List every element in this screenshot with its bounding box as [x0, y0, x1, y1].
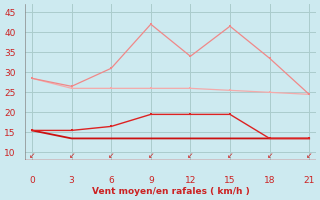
Text: ↙: ↙ — [108, 151, 114, 160]
Text: ↙: ↙ — [68, 151, 75, 160]
X-axis label: Vent moyen/en rafales ( km/h ): Vent moyen/en rafales ( km/h ) — [92, 187, 250, 196]
Text: ↙: ↙ — [29, 151, 35, 160]
Text: ↙: ↙ — [227, 151, 233, 160]
Text: ↙: ↙ — [306, 151, 312, 160]
Text: ↙: ↙ — [148, 151, 154, 160]
Text: ↙: ↙ — [266, 151, 273, 160]
Text: ↙: ↙ — [187, 151, 194, 160]
